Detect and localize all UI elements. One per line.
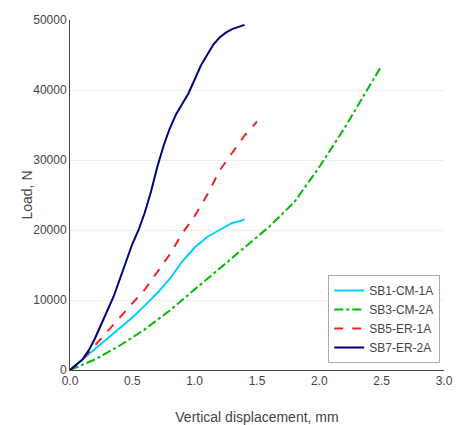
- svg-text:2.0: 2.0: [311, 374, 328, 388]
- svg-text:1.0: 1.0: [186, 374, 203, 388]
- svg-text:0.5: 0.5: [124, 374, 141, 388]
- svg-text:1.5: 1.5: [249, 374, 266, 388]
- svg-text:SB1-CM-1A: SB1-CM-1A: [369, 284, 433, 298]
- svg-text:Load, N: Load, N: [19, 170, 35, 219]
- svg-text:20000: 20000: [33, 223, 67, 237]
- svg-text:30000: 30000: [33, 153, 67, 167]
- svg-text:SB5-ER-1A: SB5-ER-1A: [369, 322, 431, 336]
- svg-text:10000: 10000: [33, 293, 67, 307]
- svg-text:Vertical displacement, mm: Vertical displacement, mm: [175, 409, 338, 425]
- svg-text:3.0: 3.0: [436, 374, 453, 388]
- svg-text:40000: 40000: [33, 83, 67, 97]
- svg-text:50000: 50000: [33, 13, 67, 27]
- svg-text:SB7-ER-2A: SB7-ER-2A: [369, 341, 431, 355]
- svg-text:0: 0: [60, 363, 67, 377]
- svg-text:2.5: 2.5: [373, 374, 390, 388]
- svg-text:SB3-CM-2A: SB3-CM-2A: [369, 303, 433, 317]
- svg-text:0.0: 0.0: [62, 374, 79, 388]
